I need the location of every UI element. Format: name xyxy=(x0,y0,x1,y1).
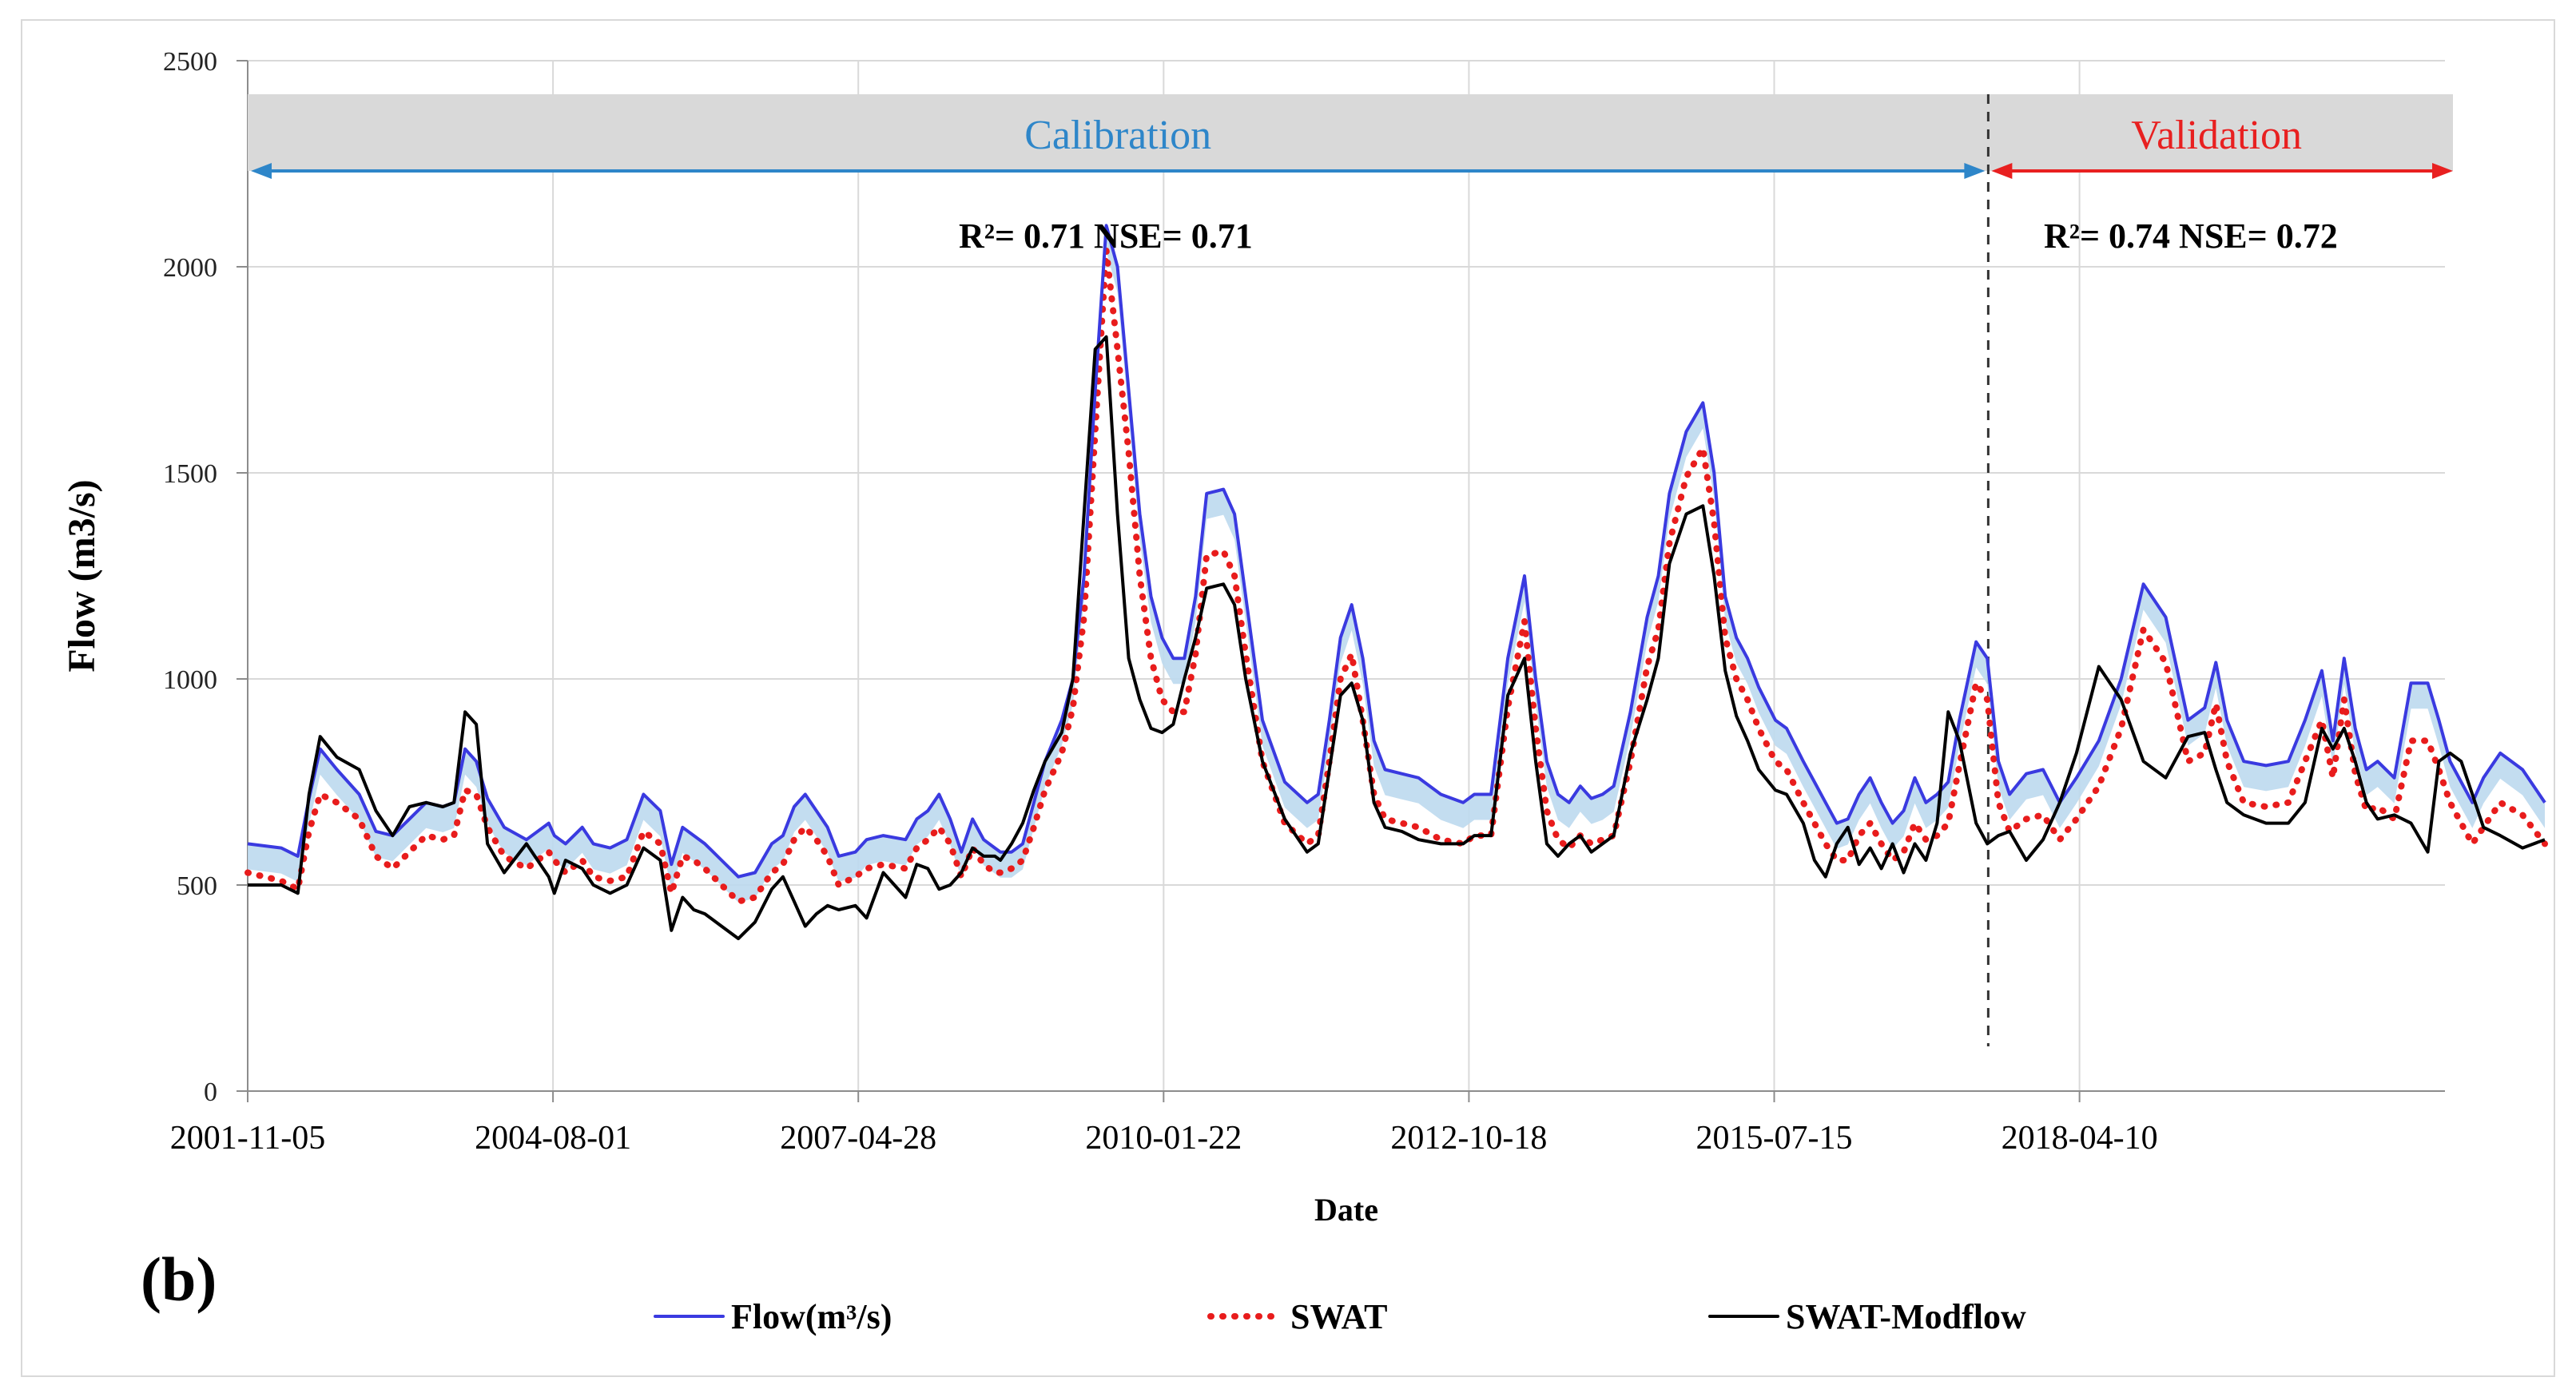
y-tick-labels: 0 500 1000 1500 2000 2500 xyxy=(163,47,248,1107)
series-flow xyxy=(247,224,2546,879)
validation-arrowhead-left xyxy=(1991,163,2013,179)
x-axis-title: Date xyxy=(1314,1192,1378,1228)
y-tick-label: 2500 xyxy=(163,47,217,77)
y-tick-label: 500 xyxy=(177,871,217,901)
x-tick-label: 2004-08-01 xyxy=(475,1120,631,1157)
y-tick-label: 1000 xyxy=(163,665,217,695)
period-header-bar xyxy=(248,94,2453,171)
figure-frame xyxy=(21,19,2555,1377)
series-swat-modflow xyxy=(248,335,2546,941)
calibration-arrowhead-left xyxy=(251,163,272,179)
x-tick-label: 2012-10-18 xyxy=(1390,1120,1547,1157)
series-swat xyxy=(244,247,2548,905)
x-tick-label: 2010-01-22 xyxy=(1085,1120,1242,1157)
legend: Flow(m³/s) SWAT SWAT-Modflow xyxy=(654,1297,2026,1336)
x-tick-label: 2007-04-28 xyxy=(780,1120,936,1157)
y-tick-label: 1500 xyxy=(163,459,217,489)
x-tick-label: 2001-11-05 xyxy=(170,1120,325,1157)
calibration-arrowhead-right xyxy=(1964,163,1986,179)
y-axis-title: Flow (m3/s) xyxy=(61,479,103,672)
legend-label-1: SWAT xyxy=(1290,1297,1387,1336)
calibration-stats: R²= 0.71 NSE= 0.71 xyxy=(959,216,1253,256)
validation-label: Validation xyxy=(2131,113,2302,158)
validation-arrowhead-right xyxy=(2432,163,2453,179)
y-tick-label: 2000 xyxy=(163,253,217,283)
gridlines xyxy=(248,60,2445,1091)
legend-label-0: Flow(m³/s) xyxy=(731,1297,892,1336)
legend-label-2: SWAT-Modflow xyxy=(1786,1297,2026,1336)
x-tick-label: 2018-04-10 xyxy=(2002,1120,2158,1157)
panel-label: (b) xyxy=(141,1244,217,1314)
calibration-label: Calibration xyxy=(1024,113,1211,158)
x-tick-label: 2015-07-15 xyxy=(1696,1120,1853,1157)
x-tick-labels: 2001-11-05 2004-08-01 2007-04-28 2010-01-22… xyxy=(170,1091,2158,1157)
y-tick-label: 0 xyxy=(204,1078,217,1107)
series-flow-band xyxy=(248,225,2545,903)
validation-stats: R²= 0.74 NSE= 0.72 xyxy=(2044,216,2338,256)
